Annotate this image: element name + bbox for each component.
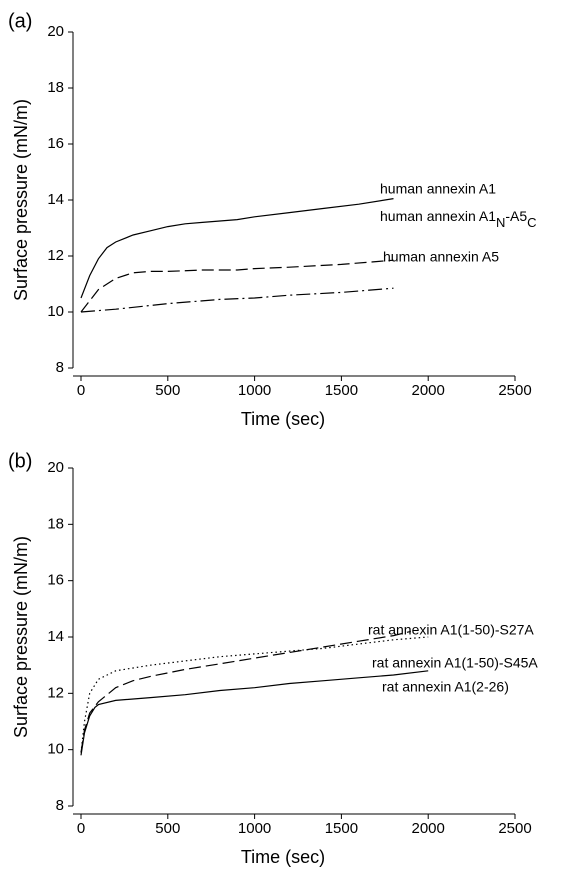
x-tick-label: 2000 [412,382,445,399]
series-line [80,198,394,299]
panel: (a) 8 10 12 14 16 18 20 0 500 1000 1500 2000 2500 Time… [8,10,537,428]
x-tick-label: 500 [155,820,180,837]
y-axis-title: Surface pressure (mN/m) [11,99,31,301]
x-tick-label: 0 [77,382,85,399]
y-tick-label: 8 [56,797,64,814]
series-line [80,630,411,753]
y-tick-label: 16 [47,135,64,152]
y-tick-label: 14 [47,191,64,208]
y-tick-label: 10 [47,741,64,758]
label-text: human annexin A1 [380,208,496,224]
panel: (b) 8 10 12 14 16 18 20 0 500 1000 1500 2000 2500 Time… [8,450,538,866]
label-subscript: C [527,215,536,230]
x-tick-label: 2500 [498,382,531,399]
y-tick-label: 10 [47,303,64,320]
series-line [80,259,394,313]
y-tick-label: 20 [47,23,64,40]
series-label: human annexin A1N-A5C [380,208,537,231]
y-tick-label: 18 [47,79,64,96]
x-tick-label: 500 [155,382,180,399]
x-tick-label: 0 [77,820,85,837]
y-tick-label: 20 [47,459,64,476]
series-label: rat annexin A1(2-26) [382,679,509,695]
panel-label: (a) [8,10,32,32]
series-label: rat annexin A1(1-50)-S27A [368,622,534,638]
y-tick-label: 16 [47,572,64,589]
series-line [80,636,429,753]
y-tick-label: 12 [47,247,64,264]
x-tick-label: 1500 [325,382,358,399]
y-tick-label: 18 [47,515,64,532]
series-label: rat annexin A1(1-50)-S45A [372,655,538,671]
label-text: -A5 [505,208,527,224]
y-tick-label: 8 [56,359,64,376]
y-tick-label: 12 [47,684,64,701]
y-axis-title: Surface pressure (mN/m) [11,536,31,738]
x-tick-label: 2500 [498,820,531,837]
x-axis-title: Time (sec) [241,847,325,867]
panel-label: (b) [8,450,32,472]
x-tick-label: 1000 [238,382,271,399]
series-label: human annexin A5 [383,249,499,265]
label-subscript: N [496,215,505,230]
y-tick-label: 14 [47,628,64,645]
x-tick-label: 1500 [325,820,358,837]
x-tick-label: 2000 [412,820,445,837]
series-line [80,287,394,313]
x-tick-label: 1000 [238,820,271,837]
series-label: human annexin A1 [380,181,496,197]
x-axis-title: Time (sec) [241,409,325,429]
series-line [80,670,429,756]
